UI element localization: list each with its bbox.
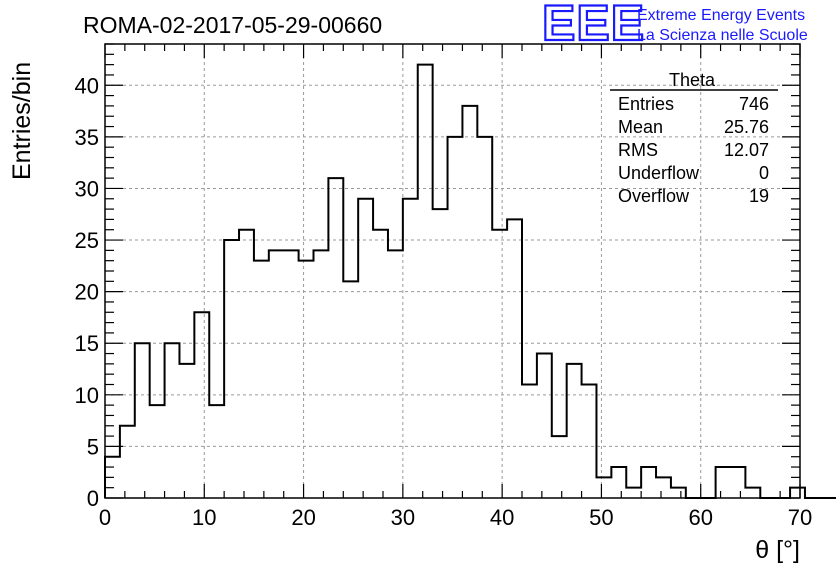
histogram-bin — [507, 219, 522, 498]
x-tick-label: 50 — [589, 505, 613, 530]
run-title: ROMA-02-2017-05-29-00660 — [83, 12, 382, 38]
y-tick-label: 40 — [75, 73, 99, 98]
stats-row-label: Mean — [618, 117, 663, 137]
histogram-bin — [120, 426, 135, 498]
histogram-bin — [611, 467, 626, 498]
stats-rows: Entries 746 Mean 25.76 RMS 12.07 Underflow 0 Ove… — [618, 94, 769, 206]
histogram-bin — [567, 364, 582, 498]
histogram-bin — [492, 230, 507, 498]
stats-title: Theta — [669, 70, 716, 90]
eee-logo: EEE Extreme Energy Events La Scienza nel… — [541, 0, 808, 52]
histogram-bin — [254, 261, 269, 498]
histogram-bin — [641, 467, 656, 498]
histogram-bin — [358, 199, 373, 498]
y-tick-label: 0 — [87, 486, 99, 511]
x-tick-label: 70 — [788, 505, 812, 530]
histogram-bin — [522, 385, 537, 499]
histogram-bin — [373, 230, 388, 498]
stats-box: Theta Entries 746 Mean 25.76 RMS 12.07 Underfl… — [610, 70, 778, 206]
y-tick-label: 10 — [75, 383, 99, 408]
stats-row-label: Underflow — [618, 163, 700, 183]
histogram-bin — [596, 477, 611, 498]
stats-row-label: RMS — [618, 140, 658, 160]
histogram-bin — [790, 488, 805, 498]
x-tick-label: 40 — [490, 505, 514, 530]
histogram-bin — [299, 261, 314, 498]
stats-row-value: 25.76 — [724, 117, 769, 137]
histogram-bin — [745, 488, 760, 498]
histogram-bin — [418, 65, 433, 498]
histogram-outline — [104, 63, 836, 499]
histogram-bin — [314, 250, 329, 498]
histogram-bin — [269, 250, 284, 498]
histogram-bin — [328, 178, 343, 498]
histogram-bin — [194, 312, 209, 498]
histogram-bin — [537, 354, 552, 498]
axes: 0 10 20 30 40 50 60 70 0 5 10 15 20 25 30 35 40 — [75, 43, 812, 530]
logo-line-1: Extreme Energy Events — [637, 7, 805, 24]
y-tick-label: 20 — [75, 280, 99, 305]
histogram-bin — [626, 488, 641, 498]
histogram-bin — [179, 364, 194, 498]
histogram-bin — [462, 106, 477, 498]
stats-row-label: Entries — [618, 94, 674, 114]
histogram-bin — [224, 240, 239, 498]
histogram-bin — [731, 467, 746, 498]
stats-row-value: 12.07 — [724, 140, 769, 160]
histogram-bin — [552, 436, 567, 498]
x-tick-label: 20 — [291, 505, 315, 530]
x-axis-title: θ [°] — [755, 536, 800, 564]
stats-row-value: 0 — [759, 163, 769, 183]
histogram-bin — [209, 405, 224, 498]
x-tick-label: 0 — [99, 505, 111, 530]
histogram-bin — [477, 137, 492, 498]
y-tick-label: 30 — [75, 176, 99, 201]
histogram-bin — [165, 343, 180, 498]
logo-line-2: La Scienza nelle Scuole — [637, 27, 808, 44]
stats-row-value: 746 — [739, 94, 769, 114]
histogram-bin — [656, 477, 671, 498]
histogram-bin — [135, 343, 150, 498]
histogram-bin — [448, 137, 463, 498]
histogram-bin — [284, 250, 299, 498]
histogram-bin — [582, 385, 597, 499]
y-axis-title: Entries/bin — [8, 62, 36, 180]
y-tick-label: 5 — [87, 434, 99, 459]
stats-row-value: 19 — [749, 186, 769, 206]
x-tick-label: 30 — [391, 505, 415, 530]
y-tick-label: 35 — [75, 125, 99, 150]
x-tick-label: 60 — [688, 505, 712, 530]
y-tick-label: 15 — [75, 331, 99, 356]
histogram-bars — [104, 63, 836, 499]
x-tick-label: 10 — [192, 505, 216, 530]
histogram-bin — [716, 467, 731, 498]
histogram-bin — [239, 230, 254, 498]
grid — [105, 44, 800, 498]
histogram-bin — [150, 405, 165, 498]
histogram-bin — [343, 281, 358, 498]
histogram-bin — [671, 488, 686, 498]
stats-row-label: Overflow — [618, 186, 690, 206]
histogram-bin — [403, 199, 418, 498]
y-tick-label: 25 — [75, 228, 99, 253]
histogram-bin — [433, 209, 448, 498]
histogram-bin — [388, 250, 403, 498]
